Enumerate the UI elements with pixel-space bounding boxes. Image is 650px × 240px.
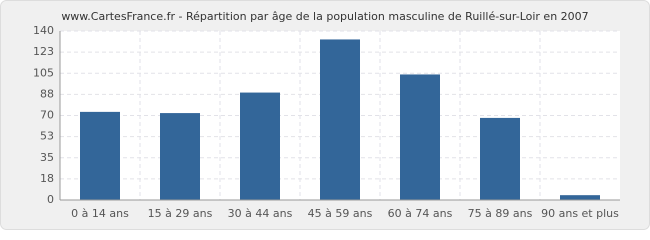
y-tick-label: 123	[33, 45, 54, 58]
y-tick-label: 35	[40, 151, 54, 164]
bar	[480, 117, 520, 200]
y-tick-label: 0	[47, 193, 54, 206]
y-tick-label: 140	[33, 24, 54, 37]
y-tick-label: 105	[33, 66, 54, 79]
bar	[560, 195, 600, 200]
chart: www.CartesFrance.fr - Répartition par âg…	[0, 0, 650, 230]
x-tick-label: 45 à 59 ans	[308, 207, 373, 220]
bar	[80, 111, 120, 200]
x-tick-label: 15 à 29 ans	[148, 207, 213, 220]
y-tick-label: 53	[40, 130, 54, 143]
bar	[160, 113, 200, 200]
y-tick-label: 70	[40, 109, 54, 122]
x-tick-label: 0 à 14 ans	[71, 207, 129, 220]
bar	[320, 39, 360, 201]
chart-title: www.CartesFrance.fr - Répartition par âg…	[61, 10, 588, 23]
bar	[240, 92, 280, 200]
x-tick-label: 90 ans et plus	[541, 207, 619, 220]
bar	[400, 74, 440, 200]
x-tick-label: 75 à 89 ans	[468, 207, 533, 220]
y-tick-label: 88	[40, 87, 54, 100]
x-tick-label: 30 à 44 ans	[228, 207, 293, 220]
x-tick-label: 60 à 74 ans	[388, 207, 453, 220]
y-tick-label: 18	[40, 172, 54, 185]
